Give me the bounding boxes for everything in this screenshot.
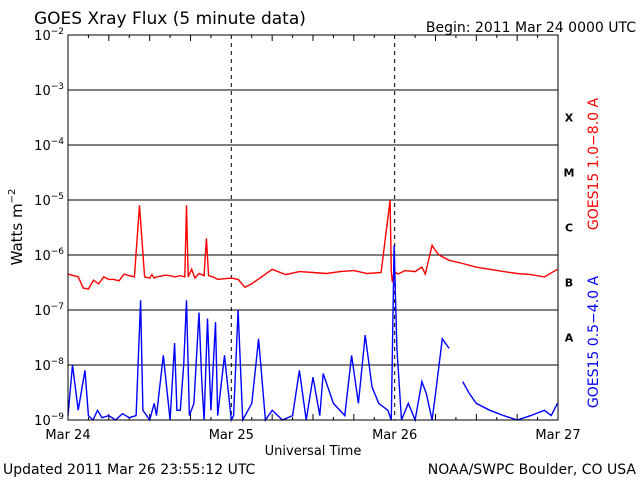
y-tick-exponent: −8 <box>51 357 65 367</box>
y-tick-labels: 10−210−310−410−510−610−710−810−9 <box>34 27 64 429</box>
y-tick-base: 10 <box>34 194 51 209</box>
y-tick-label: 10−8 <box>34 357 64 374</box>
x-tick-label: Mar 25 <box>209 428 254 443</box>
series-line-long <box>67 199 558 290</box>
x-tick-label: Mar 26 <box>372 428 417 443</box>
updated-timestamp: Updated 2011 Mar 26 23:55:12 UTC <box>3 462 256 478</box>
y-tick-label: 10−4 <box>34 137 64 154</box>
y-tick-base: 10 <box>34 84 51 99</box>
y-tick-label: 10−7 <box>34 302 64 319</box>
legend-long-channel: GOES15 1.0−8.0 A <box>586 98 602 231</box>
y-tick-base: 10 <box>34 304 51 319</box>
y-tick-base: 10 <box>34 249 51 264</box>
y-tick-base: 10 <box>34 139 51 154</box>
grid-layer <box>68 35 558 420</box>
series-line-short <box>67 245 559 423</box>
y-tick-label: 10−3 <box>34 82 64 99</box>
y-axis-label-main: Watts m <box>8 203 26 265</box>
y-tick-label: 10−5 <box>34 192 64 209</box>
begin-date-label: Begin: 2011 Mar 24 0000 UTC <box>426 20 636 36</box>
series-layer <box>67 199 559 423</box>
flare-class-label: A <box>565 332 574 345</box>
x-axis-label: Universal Time <box>265 444 362 459</box>
y-tick-base: 10 <box>34 29 51 44</box>
plot-frame <box>67 34 559 421</box>
data-source: NOAA/SWPC Boulder, CO USA <box>428 462 637 478</box>
y-axis-label: Watts m−2 <box>7 189 26 266</box>
y-tick-exponent: −9 <box>51 412 65 422</box>
y-tick-base: 10 <box>34 359 51 374</box>
y-tick-exponent: −7 <box>51 302 64 312</box>
flare-class-label: M <box>564 167 575 180</box>
legend-short-channel: GOES15 0.5−4.0 A <box>586 276 602 409</box>
flare-class-label: C <box>565 222 573 235</box>
y-tick-base: 10 <box>34 414 51 429</box>
flare-class-labels: X M C B A <box>564 112 575 345</box>
x-tick-labels: Mar 24 Mar 25 Mar 26 Mar 27 <box>45 35 581 443</box>
y-tick-exponent: −2 <box>51 27 64 37</box>
y-tick-exponent: −6 <box>51 247 65 257</box>
y-tick-exponent: −3 <box>51 82 64 92</box>
chart-title: GOES Xray Flux (5 minute data) <box>34 9 306 29</box>
y-tick-label: 10−2 <box>34 27 64 44</box>
y-axis-label-exponent: −2 <box>7 189 18 204</box>
x-tick-label: Mar 24 <box>45 428 90 443</box>
y-tick-exponent: −4 <box>51 137 65 147</box>
y-tick-exponent: −5 <box>51 192 64 202</box>
y-tick-label: 10−6 <box>34 247 64 264</box>
x-tick-label: Mar 27 <box>535 428 580 443</box>
y-tick-label: 10−9 <box>34 412 64 429</box>
flare-class-label: B <box>565 277 573 290</box>
flare-class-label: X <box>565 112 574 125</box>
